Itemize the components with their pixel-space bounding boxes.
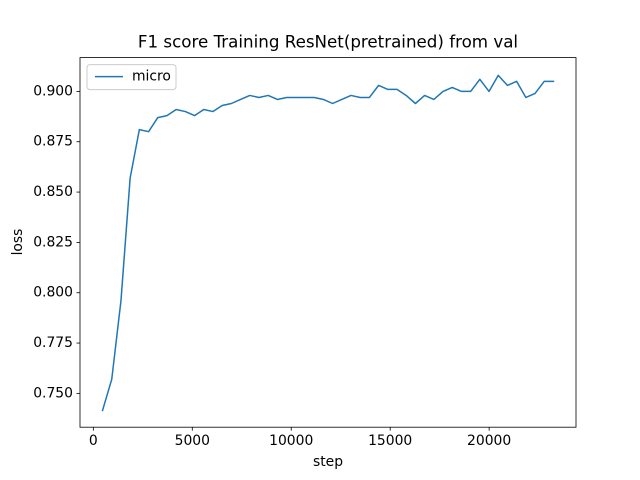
x-tick-label: 0 [89,433,98,449]
x-tick-label: 20000 [467,433,511,449]
x-axis-label: step [313,454,343,470]
chart-title: F1 score Training ResNet(pretrained) fro… [138,32,518,52]
x-tick-label: 5000 [175,433,210,449]
y-axis-label: loss [10,229,26,256]
series-line [101,74,555,412]
y-tick-label: 0.875 [33,134,73,150]
legend-box [86,64,177,91]
y-tick-label: 0.800 [33,285,73,301]
x-tick-label: 10000 [269,433,313,449]
y-tick-label: 0.850 [33,184,73,200]
y-tick-label: 0.825 [33,234,73,250]
legend-label: micro [132,69,171,85]
plot-frame [79,57,577,428]
y-tick-label: 0.775 [33,335,73,351]
y-tick-label: 0.900 [33,83,73,99]
y-tick-label: 0.750 [33,385,73,401]
x-tick-label: 15000 [368,433,412,449]
